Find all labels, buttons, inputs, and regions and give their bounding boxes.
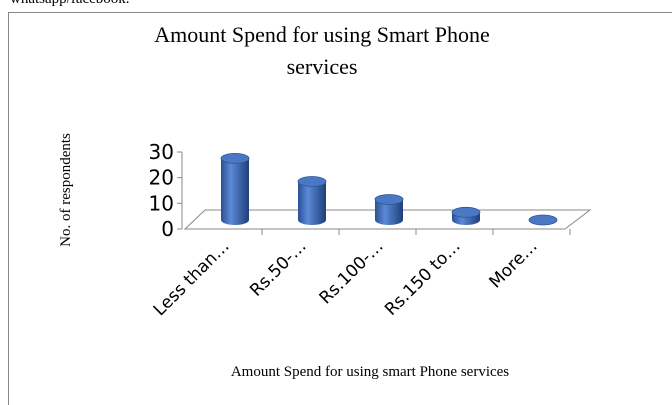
bar-top — [374, 194, 404, 205]
bar-top — [528, 214, 558, 226]
x-tick-label: Rs.150 to… — [381, 236, 464, 319]
bar-top — [220, 152, 250, 164]
bar-top — [297, 176, 327, 187]
chart-title: Amount Spend for using Smart Phone — [154, 22, 490, 47]
chart-border — [8, 12, 672, 405]
bar-body — [298, 181, 326, 225]
bar — [451, 206, 481, 225]
x-tick-label: More… — [486, 236, 542, 292]
bar — [528, 214, 558, 226]
bar-body — [221, 158, 249, 225]
caption-fragment: whatsapp/facebook. — [10, 0, 130, 8]
x-tick-label: Rs.100-… — [316, 236, 388, 308]
bar — [297, 176, 327, 225]
bar-top — [451, 206, 481, 218]
y-axis-label: No. of respondents — [58, 133, 74, 247]
bar-body — [375, 199, 403, 225]
x-tick-label: Rs.50-… — [246, 236, 310, 300]
x-axis-label: Amount Spend for using smart Phone servi… — [231, 364, 509, 380]
y-tick-label: 10 — [149, 191, 174, 215]
y-tick-label: 20 — [149, 166, 174, 190]
y-tick-label: 0 — [161, 217, 174, 241]
bar — [220, 152, 250, 225]
bar — [374, 194, 404, 225]
x-tick-label: Less than… — [150, 236, 234, 320]
y-tick-label: 30 — [149, 140, 174, 164]
chart-title: services — [287, 54, 358, 79]
